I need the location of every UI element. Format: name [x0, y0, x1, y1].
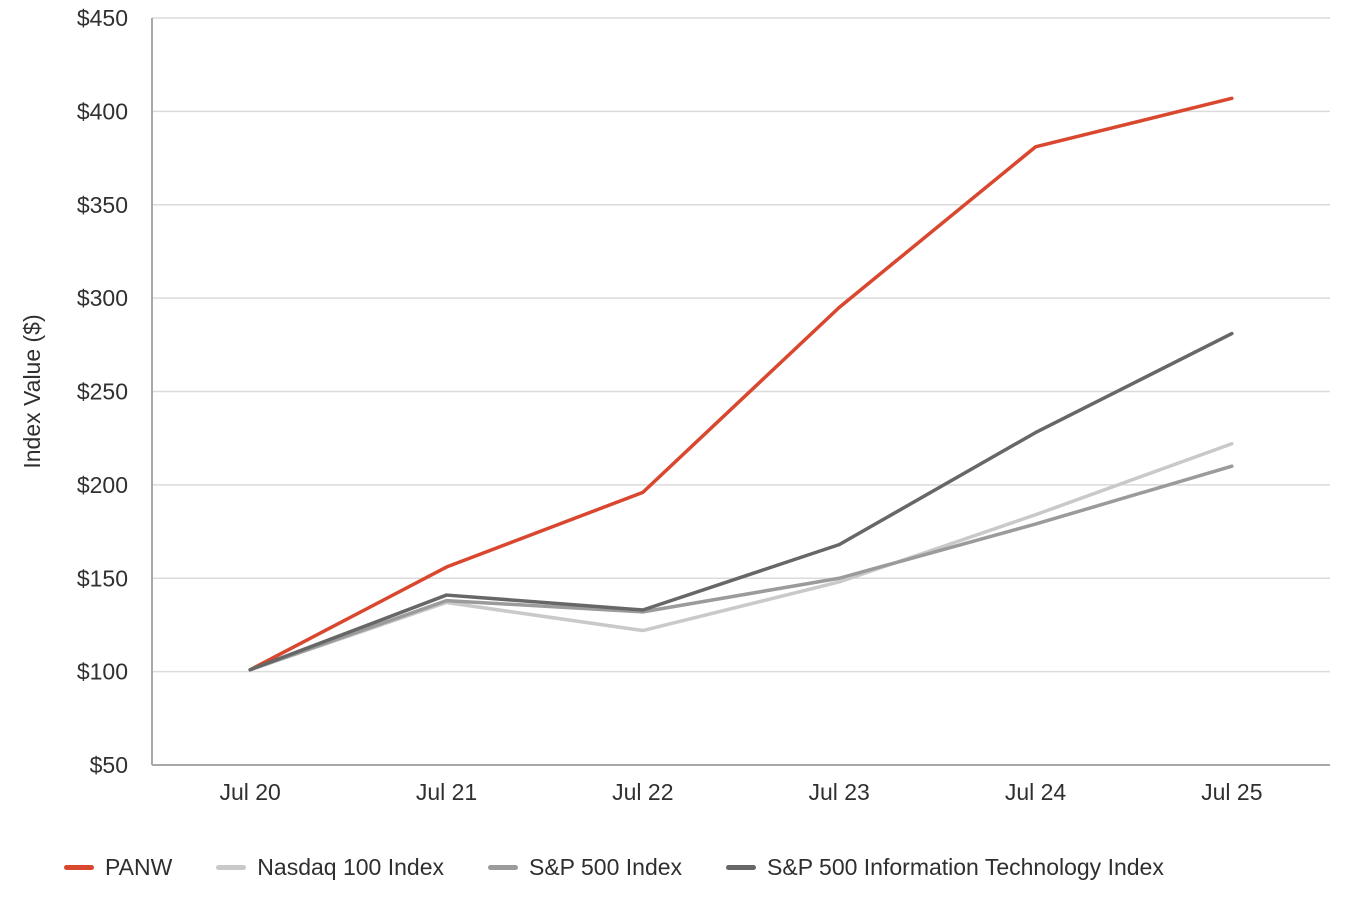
y-tick-label: $200	[77, 472, 128, 498]
line-chart: $50 $100 $150 $200 $250 $300 $350 $400 $450 Jul 2…	[19, 5, 1330, 805]
x-tick-label: Jul 22	[612, 779, 673, 805]
legend-label-sp-500-index: S&P 500 Index	[529, 853, 683, 880]
y-axis-title: Index Value ($)	[19, 314, 45, 468]
y-tick-label: $450	[77, 5, 128, 31]
y-tick-label: $50	[90, 752, 128, 778]
x-tick-label: Jul 25	[1201, 779, 1262, 805]
legend-swatch-sp-500-information-technology-index	[726, 864, 757, 870]
legend-swatch-sp-500-index	[488, 864, 518, 870]
y-tick-label: $400	[77, 98, 128, 124]
legend-swatch-nasdaq-100-index	[216, 864, 247, 870]
legend-label-panw: PANW	[105, 853, 173, 880]
legend-item-panw: PANW	[64, 854, 172, 881]
series-line-nasdaq-100-index	[248, 442, 1234, 672]
x-tick-label: Jul 23	[808, 779, 869, 805]
x-tick-label: Jul 21	[416, 779, 477, 805]
legend-label-nasdaq-100-index: Nasdaq 100 Index	[257, 853, 444, 880]
y-tick-label: $150	[77, 565, 128, 591]
y-tick-label: $300	[77, 285, 128, 311]
series-line-panw	[248, 96, 1234, 672]
legend-label-sp-500-information-technology-index: S&P 500 Information Technology Index	[767, 853, 1164, 880]
series-line-s-p-500-index	[248, 464, 1234, 672]
y-tick-label: $250	[77, 379, 128, 405]
series-line-s-p-500-information-technology-index	[248, 331, 1234, 672]
y-tick-label: $100	[77, 659, 128, 685]
x-tick-label: Jul 24	[1005, 779, 1067, 805]
legend-item-sp-500-information-technology-index: S&P 500 Information Technology Index	[726, 854, 1164, 881]
y-tick-label: $350	[77, 192, 128, 218]
legend-item-nasdaq-100-index: Nasdaq 100 Index	[216, 854, 444, 881]
legend-item-sp-500-index: S&P 500 Index	[488, 854, 682, 881]
legend-swatch-panw	[64, 864, 94, 870]
chart-legend: PANW Nasdaq 100 Index S&P 500 Index S&P …	[0, 841, 1356, 893]
x-tick-label: Jul 20	[219, 779, 280, 805]
